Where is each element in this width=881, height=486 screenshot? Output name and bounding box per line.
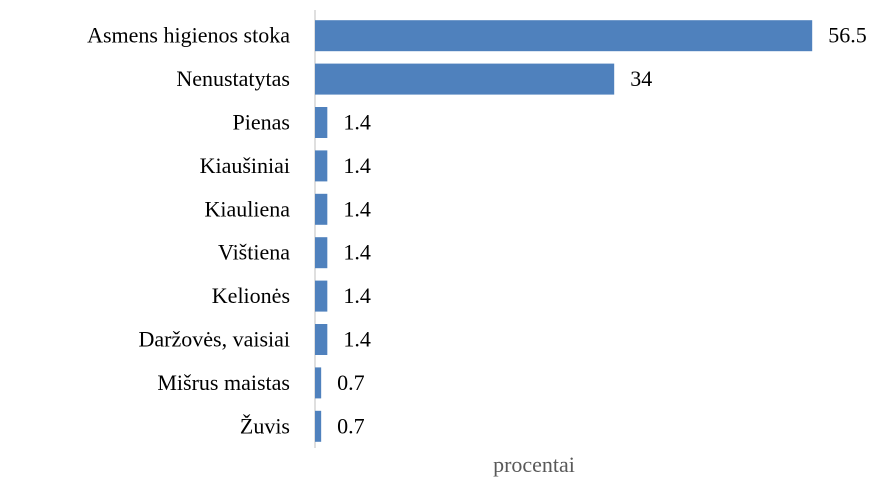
value-label: 56.5 <box>828 23 867 48</box>
value-label: 0.7 <box>337 413 365 438</box>
bar <box>315 237 328 269</box>
category-label: Daržovės, vaisiai <box>139 327 291 352</box>
value-label: 1.4 <box>343 196 371 221</box>
category-label: Mišrus maistas <box>157 370 290 395</box>
bar <box>315 20 813 52</box>
category-label: Kiaušiniai <box>200 153 290 178</box>
value-label: 34 <box>630 66 652 91</box>
bar <box>315 410 322 442</box>
value-label: 1.4 <box>343 327 371 352</box>
bar <box>315 280 328 312</box>
category-label: Pienas <box>233 110 290 135</box>
category-label: Kelionės <box>212 283 290 308</box>
category-label: Žuvis <box>240 413 290 438</box>
value-label: 1.4 <box>343 240 371 265</box>
category-label: Nenustatytas <box>176 66 290 91</box>
category-label: Kiauliena <box>204 196 290 221</box>
value-label: 1.4 <box>343 283 371 308</box>
value-label: 0.7 <box>337 370 365 395</box>
bar <box>315 63 615 95</box>
bar <box>315 193 328 225</box>
bar <box>315 324 328 355</box>
value-label: 1.4 <box>343 153 371 178</box>
bar <box>315 107 328 138</box>
x-axis-title: procentai <box>493 452 575 477</box>
bar <box>315 367 322 399</box>
category-label: Asmens higienos stoka <box>87 23 290 48</box>
bar <box>315 150 328 182</box>
value-label: 1.4 <box>343 110 371 135</box>
category-label: Vištiena <box>218 240 290 265</box>
